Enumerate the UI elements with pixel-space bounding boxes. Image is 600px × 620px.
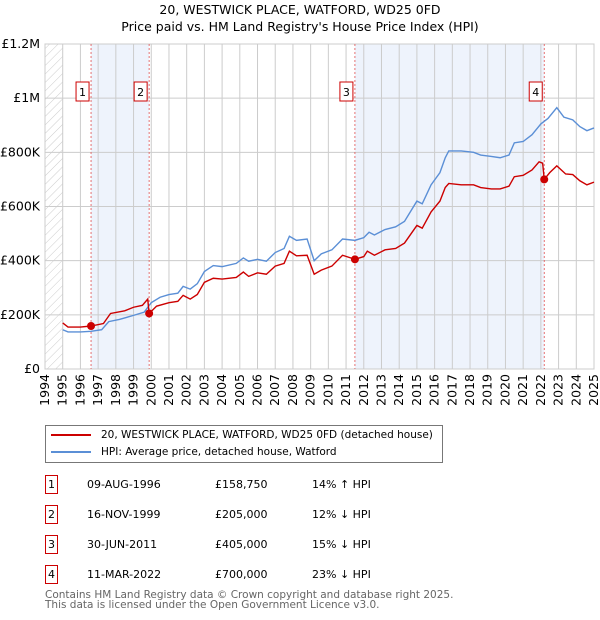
y-tick-label: £200K [0,307,41,322]
sale-label-box [528,81,543,102]
x-tick-label: 2000 [143,374,158,406]
sale-label: 2 [137,86,144,99]
x-tick-label: 2016 [427,374,442,406]
series-line-property [62,160,595,328]
y-tick-label: £1M [13,90,40,105]
legend-swatch [51,434,91,436]
sale-label-box [75,81,90,102]
x-tick-label: 2011 [338,374,353,406]
legend-label: 20, WESTWICK PLACE, WATFORD, WD25 0FD (d… [101,429,433,441]
sale-price: £158,750 [215,478,268,491]
x-tick-label: 2024 [568,374,583,406]
x-tick-label: 2025 [586,374,600,406]
footer-line1: Contains HM Land Registry data © Crown c… [45,589,454,601]
x-tick-label: 2009 [303,374,318,406]
chart-title: 20, WESTWICK PLACE, WATFORD, WD25 0FD [159,2,440,17]
x-tick-label: 1998 [108,374,123,406]
sale-price: £205,000 [215,508,268,521]
footer-line2: This data is licensed under the Open Gov… [45,599,380,611]
x-tick-label: 1995 [55,374,70,406]
x-tick-label: 2012 [356,374,371,406]
x-tick-label: 2003 [196,374,211,406]
sale-label-box [133,81,148,102]
sale-date: 16-NOV-1999 [87,508,161,521]
sale-hpi-diff: 14% ↑ HPI [312,478,371,491]
sale-price: £405,000 [215,538,268,551]
x-tick-label: 1997 [90,374,105,406]
chart-subtitle: Price paid vs. HM Land Registry's House … [121,19,478,34]
x-tick-label: 2021 [515,374,530,406]
sale-number: 2 [45,505,58,524]
sale-hpi-diff: 23% ↓ HPI [312,568,371,581]
sale-point [540,175,549,184]
sale-point [350,255,359,264]
y-tick-label: £0 [24,361,40,376]
sale-number: 1 [45,475,58,494]
y-tick-label: £600K [0,199,41,214]
sale-hpi-diff: 12% ↓ HPI [312,508,371,521]
x-tick-label: 2004 [214,374,229,406]
y-tick-label: £800K [0,144,41,159]
sale-label: 4 [532,86,539,99]
footer: Contains HM Land Registry data © Crown c… [45,589,454,611]
sale-label: 3 [343,86,350,99]
x-tick-label: 2015 [409,374,424,406]
sale-point [87,322,96,331]
x-tick-label: 2019 [480,374,495,406]
x-tick-label: 2022 [533,374,548,406]
series-line-hpi [62,106,595,333]
legend-item-hpi: HPI: Average price, detached house, Watf… [51,446,337,458]
y-tick-label: £400K [0,253,41,268]
x-tick-label: 2018 [462,374,477,406]
x-tick-label: 2008 [285,374,300,406]
sale-date: 09-AUG-1996 [87,478,161,491]
x-tick-label: 2023 [551,374,566,406]
x-tick-label: 1999 [126,374,141,406]
x-tick-label: 1994 [37,374,52,406]
sale-price: £700,000 [215,568,268,581]
legend-label: HPI: Average price, detached house, Watf… [101,446,337,458]
x-tick-label: 2014 [391,374,406,406]
x-tick-label: 2006 [250,374,265,406]
sale-number: 4 [45,565,58,584]
sale-label-box [339,81,354,102]
sale-date: 11-MAR-2022 [87,568,162,581]
legend-item-property: 20, WESTWICK PLACE, WATFORD, WD25 0FD (d… [51,429,433,441]
sale-date: 30-JUN-2011 [87,538,158,551]
sale-number: 3 [45,535,58,554]
sale-point [145,309,154,318]
chart-svg: 20, WESTWICK PLACE, WATFORD, WD25 0FD Pr… [0,2,600,406]
x-tick-label: 1996 [72,374,87,406]
sale-hpi-diff: 15% ↓ HPI [312,538,371,551]
legend-swatch [51,451,91,453]
x-tick-label: 2017 [444,374,459,406]
x-tick-label: 2013 [373,374,388,406]
plot-frame [44,43,595,370]
sale-label: 1 [79,86,86,99]
y-tick-label: £1.2M [1,36,40,51]
legend: 20, WESTWICK PLACE, WATFORD, WD25 0FD (d… [45,425,443,463]
x-tick-label: 2002 [179,374,194,406]
x-tick-label: 2007 [267,374,282,406]
x-tick-label: 2005 [232,374,247,406]
x-tick-label: 2020 [497,374,512,406]
x-tick-label: 2010 [320,374,335,406]
x-tick-label: 2001 [161,374,176,406]
